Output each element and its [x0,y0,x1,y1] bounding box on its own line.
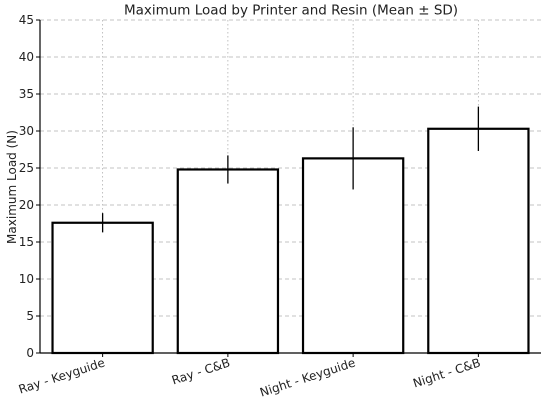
y-tick-label: 15 [19,235,34,249]
y-tick-label: 5 [26,309,34,323]
bars [51,106,530,355]
y-tick-label: 45 [19,13,34,27]
y-tick-labels: 0 5 10 15 20 25 30 35 40 45 [19,13,34,360]
x-tick-label: Night - C&B [411,356,482,391]
bar [427,127,530,355]
x-tick-label: Night - Keyguide [258,356,357,400]
y-tick-label: 40 [19,50,34,64]
y-tick-label: 10 [19,272,34,286]
y-tick-label: 0 [26,346,34,360]
bar [51,221,154,355]
x-tick-label: Ray - Keyguide [17,356,107,397]
y-tick-label: 20 [19,198,34,212]
y-tick-label: 30 [19,124,34,138]
y-tick-label: 35 [19,87,34,101]
axes [36,19,541,357]
chart-title: Maximum Load by Printer and Resin (Mean … [124,3,458,19]
y-axis-label: Maximum Load (N) [5,130,19,244]
y-tick-label: 25 [19,161,34,175]
bar [301,157,405,355]
bar [176,168,280,355]
x-tick-labels: Ray - Keyguide Ray - C&B Night - Keyguide N… [17,356,482,400]
x-tick-label: Ray - C&B [170,356,232,388]
